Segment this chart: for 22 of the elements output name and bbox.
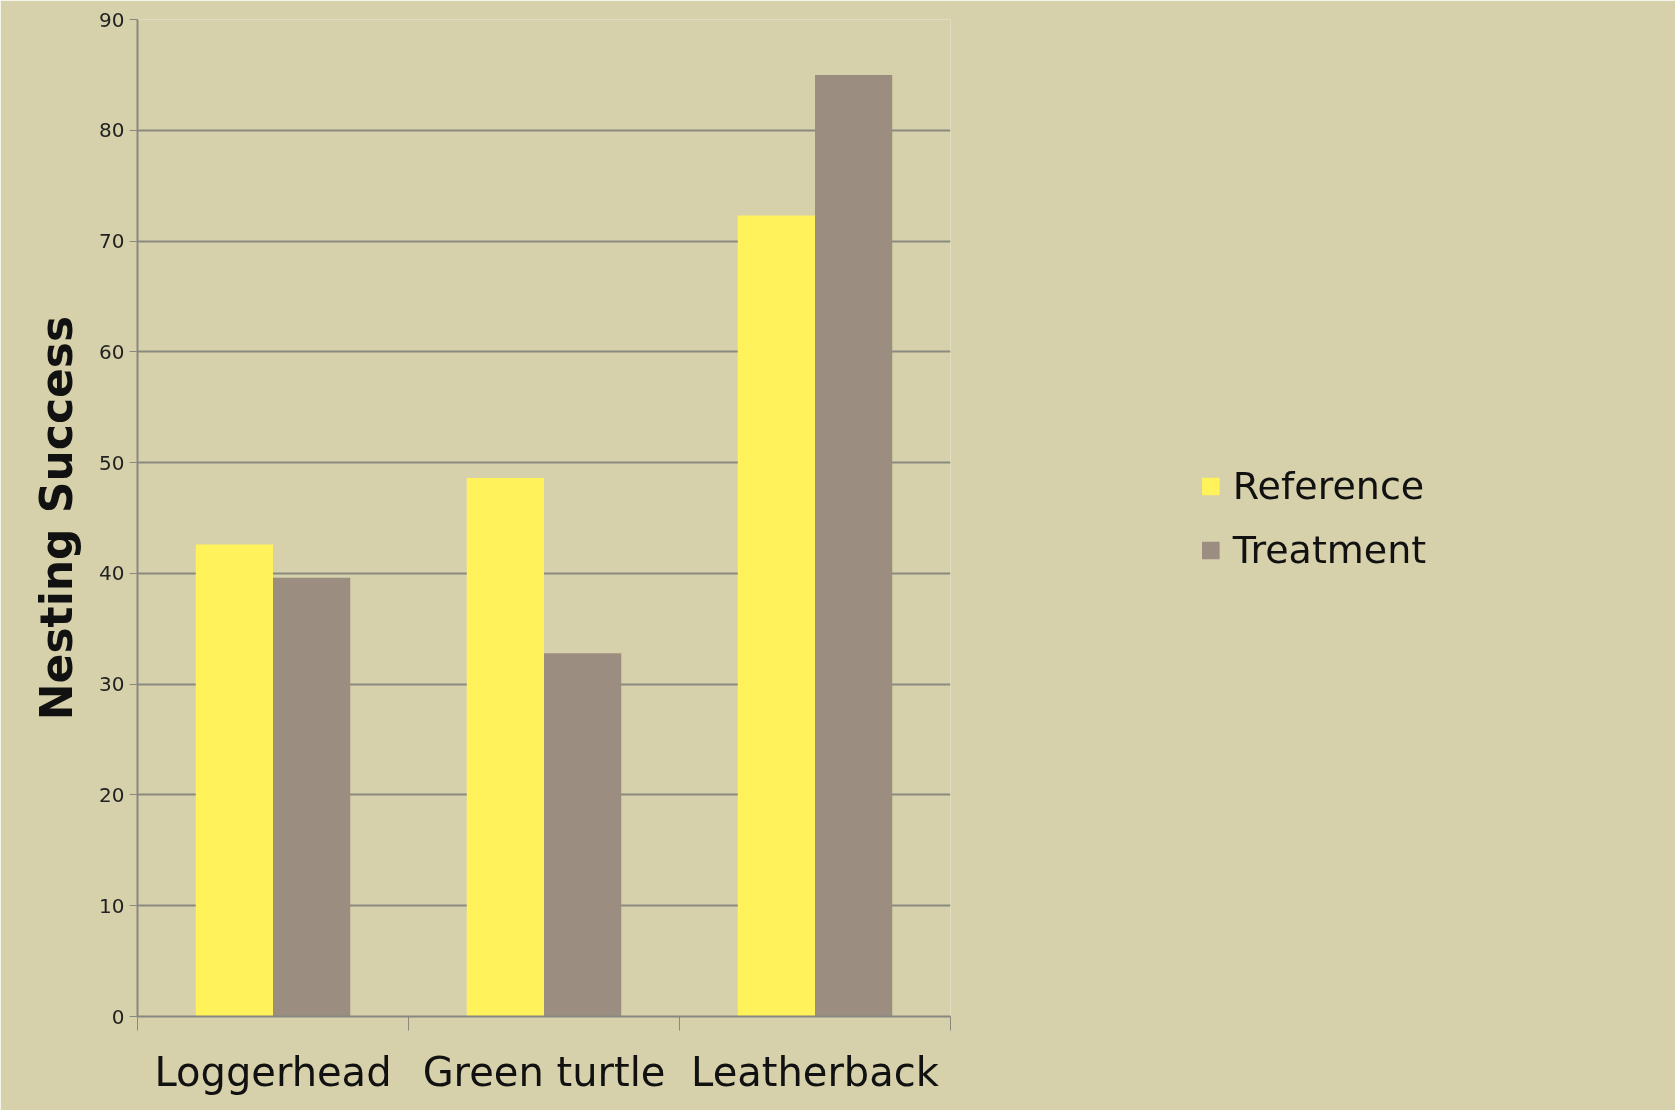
y-tick-label: 10	[99, 893, 125, 918]
x-tick-label: Loggerhead	[154, 1048, 392, 1095]
bar	[466, 478, 544, 1017]
y-axis-title: Nesting Success	[31, 315, 83, 721]
bar	[544, 653, 622, 1017]
bar	[815, 74, 893, 1017]
y-tick-label: 80	[99, 118, 125, 143]
bar	[273, 577, 351, 1017]
x-tick-label: Leatherback	[691, 1048, 940, 1095]
y-tick-label: 0	[111, 1004, 125, 1029]
y-tick-label: 30	[99, 672, 125, 697]
y-tick-label: 20	[99, 782, 125, 807]
y-tick-label: 50	[99, 450, 125, 475]
legend-label: Treatment	[1232, 527, 1427, 572]
legend-label: Reference	[1232, 463, 1425, 508]
bar	[195, 544, 273, 1017]
bar	[737, 215, 815, 1017]
y-tick-label: 90	[99, 7, 125, 32]
y-tick-label: 40	[99, 561, 125, 586]
x-tick-label: Green turtle	[422, 1048, 666, 1095]
y-tick-label: 60	[99, 339, 125, 364]
y-tick-label: 70	[99, 229, 125, 254]
